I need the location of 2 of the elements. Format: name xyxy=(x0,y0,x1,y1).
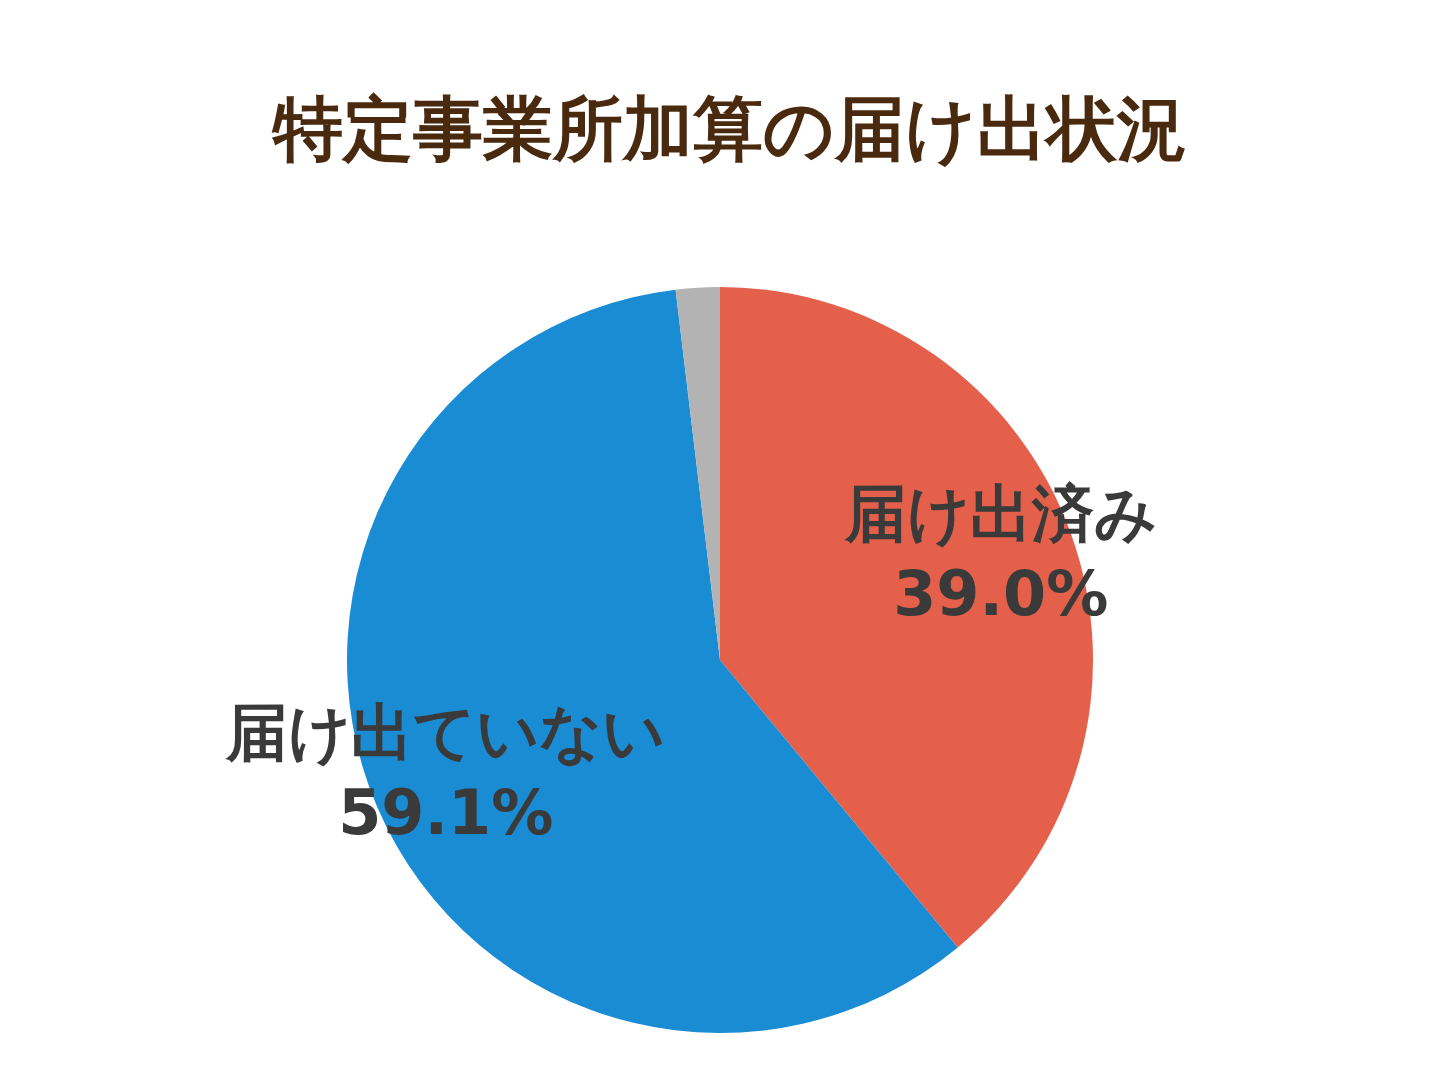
chart-title: 特定事業所加算の届け出状況 xyxy=(271,88,1187,171)
slice-label: 届け出ていない xyxy=(225,695,666,769)
